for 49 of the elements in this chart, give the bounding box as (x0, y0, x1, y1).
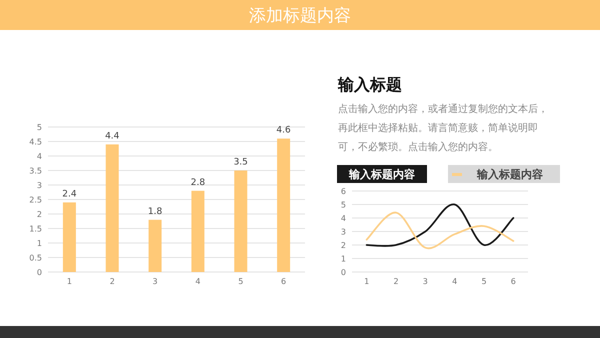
legend-label: 输入标题内容 (476, 168, 543, 181)
text: 输入标题内容 (348, 168, 415, 181)
bar (148, 220, 162, 272)
bar (62, 202, 76, 272)
x-tick-label: 2 (110, 277, 115, 286)
data-label: 1.8 (148, 206, 163, 217)
y-tick-label: 3 (340, 228, 346, 236)
x-tick-label: 4 (452, 277, 458, 286)
x-tick-label: 5 (481, 277, 487, 286)
x-tick-label: 3 (422, 277, 428, 286)
y-tick-label: 2.5 (29, 196, 42, 204)
line-series (366, 204, 514, 247)
text: 输入标题 (338, 74, 403, 96)
y-tick-label: 0.5 (29, 254, 42, 262)
x-tick-label: 1 (66, 277, 72, 286)
y-tick-label: 5 (36, 123, 42, 132)
y-tick-label: 1.5 (29, 224, 42, 234)
y-tick-label: 4 (36, 152, 42, 161)
x-tick-label: 6 (281, 277, 286, 286)
y-tick-label: 1 (340, 254, 346, 264)
y-tick-label: 0 (340, 268, 346, 277)
y-tick-label: 0 (36, 268, 42, 277)
x-tick-label: 3 (152, 277, 158, 286)
x-tick-label: 4 (195, 277, 200, 286)
x-tick-label: 6 (510, 277, 516, 286)
x-tick-label: 1 (364, 277, 370, 286)
text: 点击输入您的内容，或者通过复制您的文本后，再此框中选择粘贴。请言简意赅，简单说明即可，不必繁琐。点击输入您的内容。 (338, 102, 549, 155)
data-label: 4.6 (276, 126, 292, 136)
y-tick-label: 3 (36, 181, 42, 190)
y-tick-label: 6 (340, 187, 346, 196)
bar (191, 190, 204, 272)
bar (277, 138, 290, 272)
y-tick-label: 2 (36, 210, 42, 219)
y-tick-label: 5 (340, 200, 346, 210)
x-tick-label: 5 (238, 277, 244, 286)
x-tick-label: 2 (393, 277, 399, 286)
data-label: 2.8 (190, 178, 206, 188)
data-label: 4.4 (105, 131, 120, 142)
y-tick-label: 1 (36, 239, 42, 248)
bar (234, 170, 248, 272)
y-tick-label: 2 (340, 241, 346, 250)
y-tick-label: 4 (340, 214, 346, 223)
y-tick-label: 3.5 (29, 166, 42, 176)
y-tick-label: 4.5 (29, 138, 42, 146)
chart-title: 添加标题内容 (249, 6, 351, 26)
data-label: 2.4 (62, 189, 77, 200)
data-label: 3.5 (234, 158, 248, 168)
bar (106, 144, 119, 272)
line-series (366, 212, 514, 250)
